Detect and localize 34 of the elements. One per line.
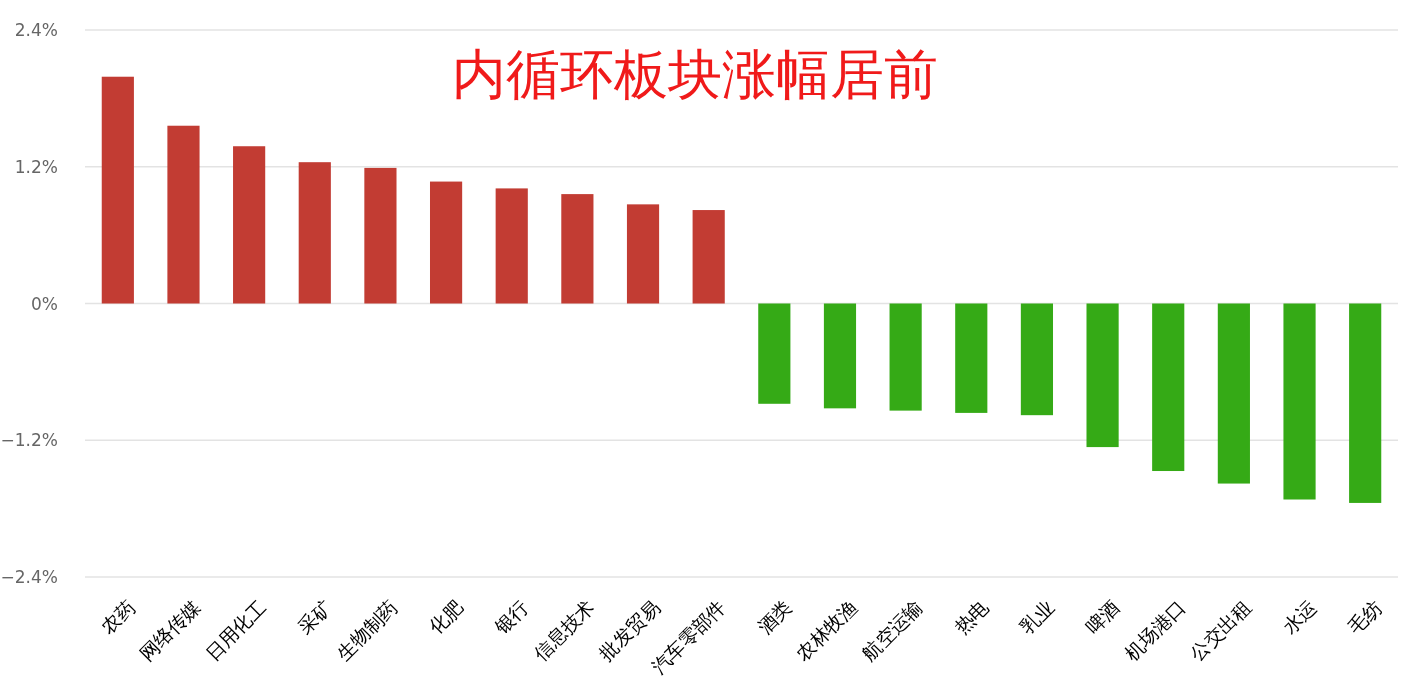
bar — [889, 303, 922, 411]
bar — [626, 204, 660, 304]
bar — [758, 303, 791, 404]
bar — [298, 162, 331, 304]
bar — [1152, 303, 1185, 472]
bar — [1020, 303, 1054, 416]
y-tick-label: −2.4% — [0, 567, 58, 587]
x-tick-label: 啤酒 — [1081, 595, 1124, 638]
y-tick-label: 2.4% — [14, 20, 58, 40]
bar — [429, 181, 463, 304]
y-tick-label: 1.2% — [14, 156, 58, 177]
x-tick-label: 毛纺 — [1343, 595, 1387, 638]
bar — [364, 167, 397, 304]
y-tick-label: 0% — [31, 293, 58, 314]
bar — [1086, 303, 1119, 448]
x-tick-label: 化肥 — [424, 595, 468, 638]
bar — [692, 210, 725, 304]
bar — [823, 303, 857, 409]
y-tick-label: −1.2% — [0, 430, 58, 451]
bar — [495, 188, 528, 304]
x-tick-label: 酒类 — [752, 595, 796, 638]
bar — [1283, 303, 1316, 500]
bar — [1217, 303, 1250, 484]
x-tick-label: 水运 — [1278, 595, 1321, 638]
x-tick-label: 公交出租 — [1185, 595, 1255, 665]
bar — [955, 303, 988, 413]
bar — [1349, 303, 1382, 503]
bar — [561, 194, 594, 304]
bar — [101, 76, 134, 304]
x-tick-label: 热电 — [949, 595, 993, 638]
bar — [233, 146, 266, 304]
chart-title: 内循环板块涨幅居前 — [452, 43, 938, 106]
x-tick-label: 乳业 — [1015, 595, 1058, 638]
bar — [167, 125, 200, 304]
